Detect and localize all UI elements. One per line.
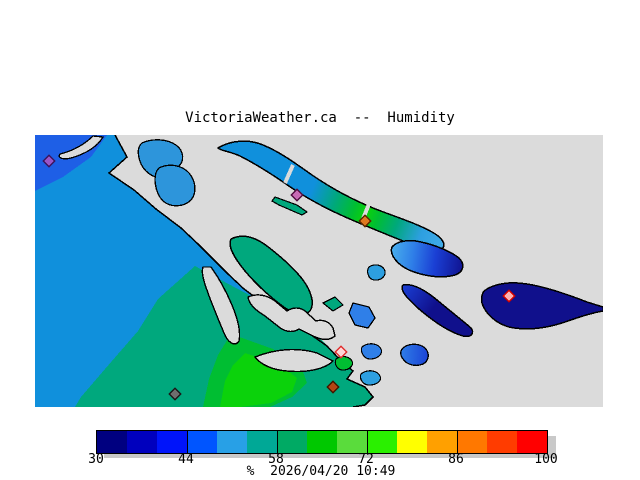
- colorbar-segment: [517, 431, 547, 453]
- station-markers: [42, 154, 516, 401]
- small-teal-islet: [321, 296, 344, 312]
- colorbar-segments: [97, 431, 547, 453]
- colorbar-tick-line: [367, 431, 368, 453]
- saanich-inlet: [201, 266, 241, 345]
- station-marker: [168, 387, 182, 401]
- station-marker: [502, 289, 516, 303]
- page-title: VictoriaWeather.ca -- Humidity: [185, 110, 455, 126]
- band-channel-gap-1: [283, 164, 295, 184]
- lopez-island: [401, 283, 474, 338]
- colorbar-tick-label: 30: [88, 452, 104, 467]
- colorbar-segment: [217, 431, 247, 453]
- colorbar-segment: [487, 431, 517, 453]
- green-islet: [334, 355, 354, 371]
- colorbar: [96, 430, 548, 454]
- station-marker: [290, 188, 304, 202]
- station-marker: [42, 154, 56, 168]
- colorbar-segment: [157, 431, 187, 453]
- orcas-island: [390, 239, 464, 278]
- pender-blue-wedge: [348, 302, 376, 329]
- colorbar-segment: [367, 431, 397, 453]
- colorbar-tick-label: 44: [178, 452, 194, 467]
- colorbar-tick-line: [457, 431, 458, 453]
- colorbar-segment: [457, 431, 487, 453]
- saltspring-island: [229, 235, 313, 315]
- small-blue-island: [400, 343, 429, 366]
- station-marker: [326, 380, 340, 394]
- station-marker: [358, 214, 372, 228]
- colorbar-tick-label: 86: [448, 452, 464, 467]
- colorbar-segment: [97, 431, 127, 453]
- colorbar-segment: [397, 431, 427, 453]
- colorbar-segment: [127, 431, 157, 453]
- finger-bay: [247, 294, 336, 341]
- colorbar-segment: [427, 431, 457, 453]
- colorbar-tick-line: [277, 431, 278, 453]
- station-marker: [334, 345, 348, 359]
- humidity-map-image: [35, 135, 603, 407]
- colorbar-segment: [187, 431, 217, 453]
- colorbar-segment: [247, 431, 277, 453]
- blue-islet-south: [360, 343, 383, 360]
- sidney-channel: [253, 348, 335, 373]
- sky-islet-south: [359, 370, 382, 386]
- colorbar-segment: [277, 431, 307, 453]
- lake-east: [154, 164, 196, 207]
- colorbar-segment: [307, 431, 337, 453]
- colorbar-tick-label: 72: [358, 452, 374, 467]
- colorbar-segment: [337, 431, 367, 453]
- sliver-island: [271, 196, 309, 216]
- hook-peninsula: [58, 135, 105, 160]
- colorbar-tick-line: [187, 431, 188, 453]
- sky-islet-north: [367, 264, 386, 281]
- colorbar-tick-label: 58: [268, 452, 284, 467]
- colorbar-tick-label: 100: [534, 452, 558, 467]
- colorbar-ticks: 30 44 58 72 86 100: [88, 452, 558, 467]
- scale-caption: % 2026/04/20 10:49: [246, 464, 396, 479]
